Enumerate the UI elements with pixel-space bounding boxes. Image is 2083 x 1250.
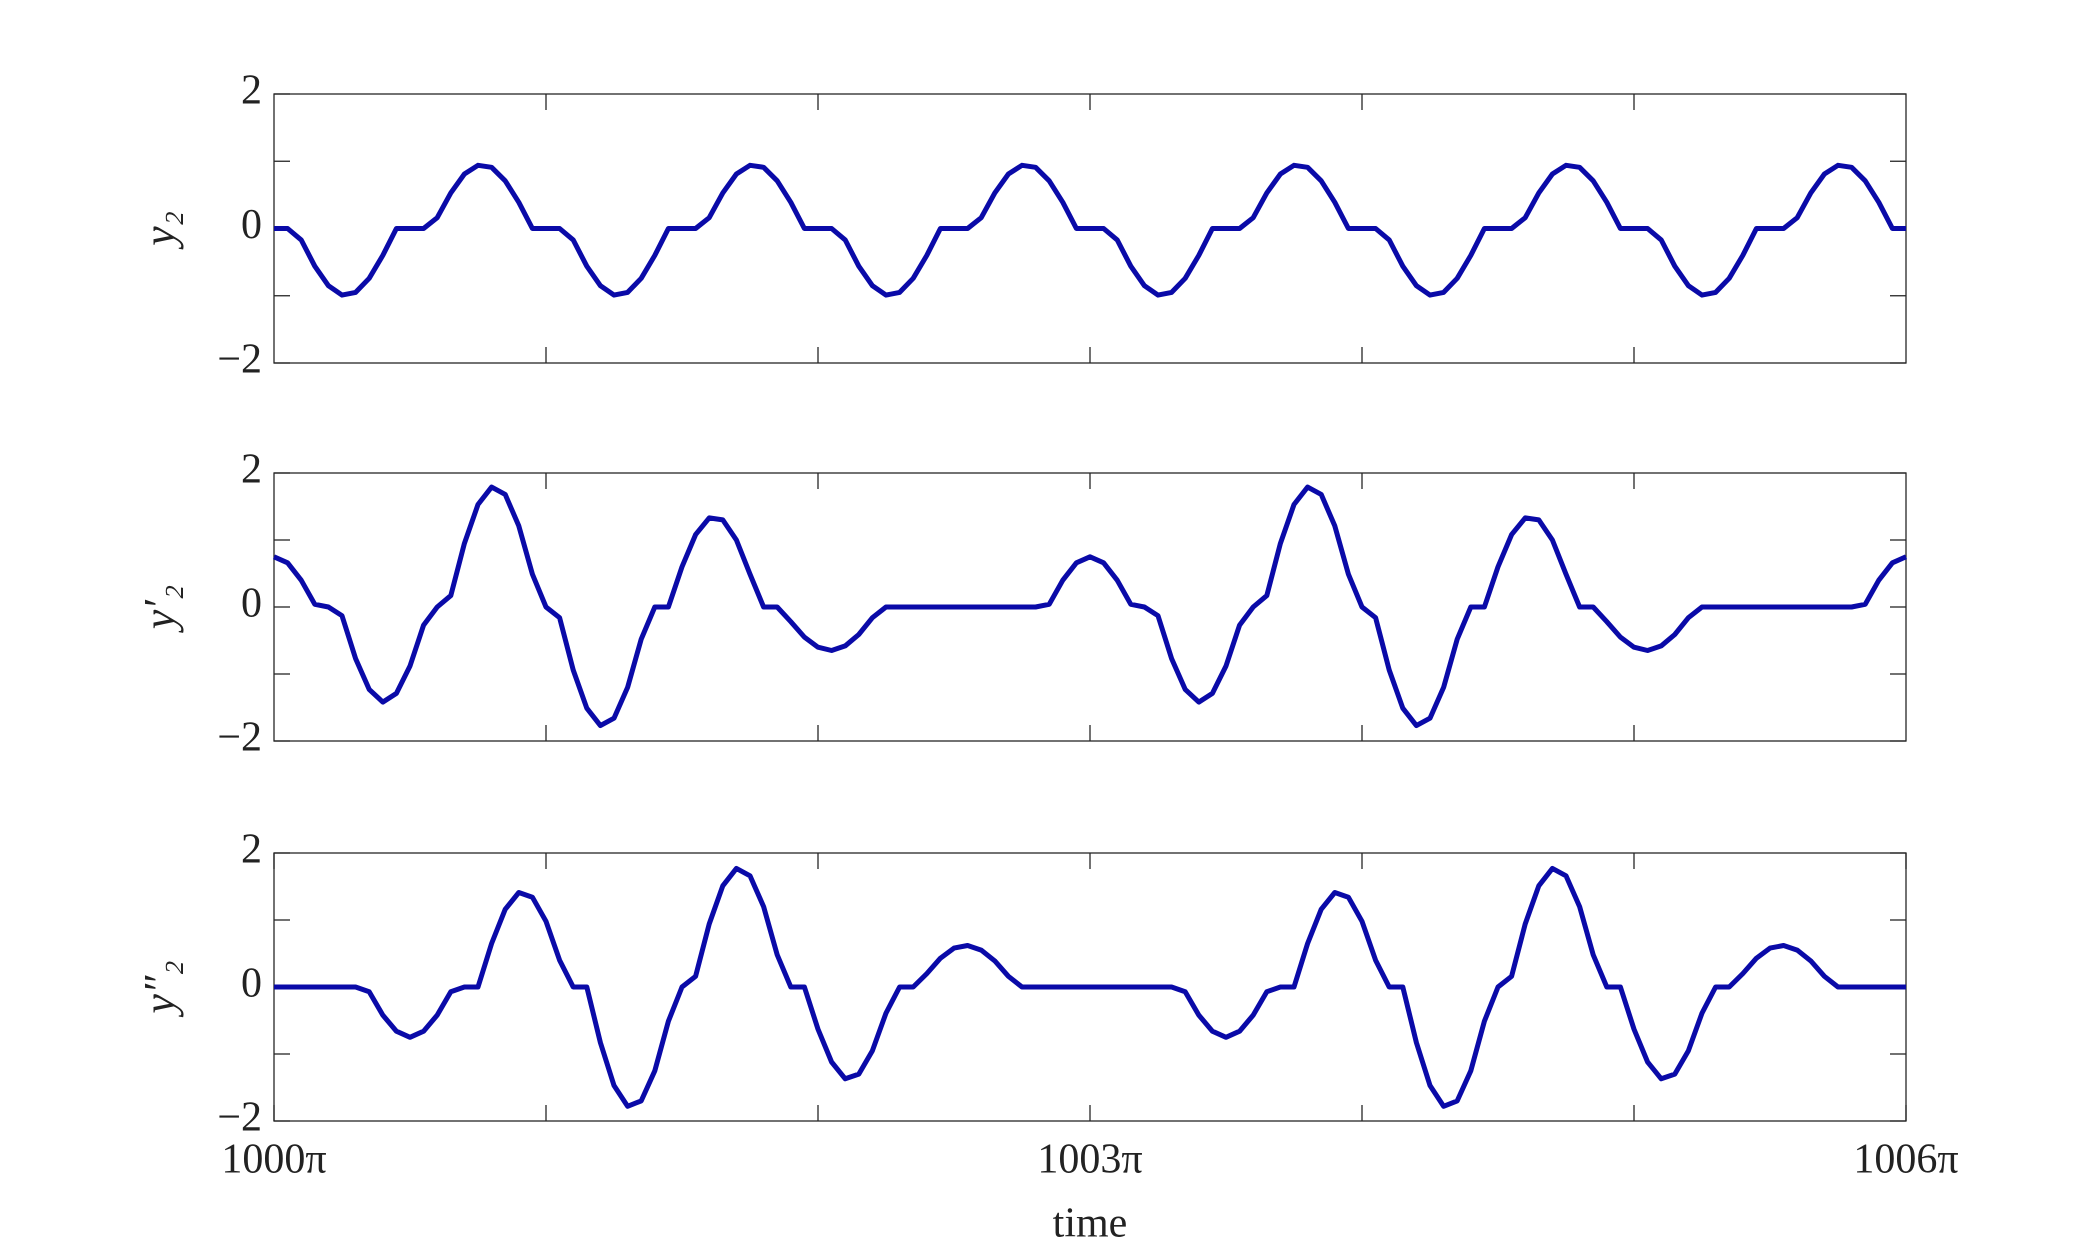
y-axis-label: y′₂	[135, 585, 184, 633]
y-tick-label: −2	[217, 337, 262, 383]
line-series	[274, 865, 1906, 1109]
subplot: 1000π 1003π 1006π −2 0 2 y″₂ time	[135, 827, 1959, 1247]
x-tick-label: 1003π	[1037, 1137, 1142, 1183]
axes-box	[273, 472, 1907, 742]
y-tick-label: 0	[241, 202, 262, 248]
y-tick-label: 0	[241, 961, 262, 1007]
y-tick-label: −2	[217, 715, 262, 761]
subplot: −2 0 2 y′₂	[135, 447, 1908, 761]
y-tick-label: 2	[241, 68, 262, 114]
x-axis-label: time	[1053, 1201, 1128, 1247]
subplot: −2 0 2 y₂	[135, 68, 1907, 383]
y-axis-label: y₂	[135, 211, 184, 250]
y-tick-label: 2	[241, 447, 262, 493]
x-tick-label: 1006π	[1853, 1137, 1958, 1183]
y-tick-label: 0	[241, 581, 262, 627]
y-axis-label: y″₂	[135, 960, 184, 1017]
line-series	[274, 162, 1906, 298]
line-series	[272, 484, 1908, 729]
y-tick-label: 2	[241, 827, 262, 873]
x-tick-label: 1000π	[221, 1137, 326, 1183]
y-tick-label: −2	[217, 1095, 262, 1141]
